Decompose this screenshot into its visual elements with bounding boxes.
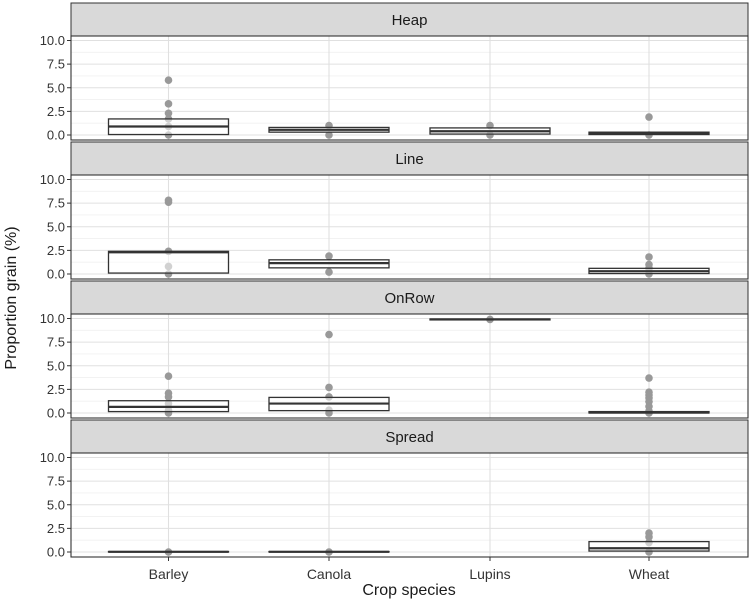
- panel-border: [70, 313, 749, 419]
- panel-border: [70, 452, 749, 558]
- facet-strip-label: Heap: [392, 12, 428, 29]
- data-point: [164, 100, 173, 108]
- box-lupins: [429, 315, 551, 324]
- y-tick-label: 5.0: [47, 219, 65, 234]
- y-tick-label: 5.0: [47, 358, 65, 373]
- x-tick-label: Lupins: [469, 566, 510, 582]
- y-tick-label: 2.5: [47, 104, 65, 119]
- data-point: [325, 131, 333, 139]
- x-tick-label: Barley: [149, 566, 189, 582]
- y-tick-label: 10.0: [40, 450, 65, 465]
- box-barley: [107, 76, 230, 139]
- y-tick-label: 0.0: [47, 545, 65, 560]
- data-point: [325, 330, 333, 339]
- y-tick-label: 2.5: [47, 521, 65, 536]
- facet-spread: Spread 0.0 2.5 5.0 7.5 10.0: [40, 419, 749, 560]
- x-tick-label: Canola: [307, 566, 352, 582]
- panel-border: [70, 174, 749, 280]
- y-tick-label: 7.5: [47, 196, 65, 211]
- box-barley: [107, 372, 230, 417]
- box-lupins: [429, 121, 551, 139]
- y-tick-label: 10.0: [40, 172, 65, 187]
- facet-strip: [70, 2, 749, 37]
- y-tick-label: 0.0: [47, 267, 65, 282]
- data-point: [645, 533, 653, 541]
- facet-panels: Heap 0.0 2.5 5.0 7.5 10.0 Line 0.0 2.5 5.0 7.5 10.0…: [40, 2, 749, 560]
- data-point: [325, 252, 333, 260]
- y-tick-label: 0.0: [47, 406, 65, 421]
- facet-strip: [70, 419, 749, 454]
- box-canola: [268, 330, 390, 417]
- box-wheat: [588, 374, 710, 417]
- facet-strip: [70, 141, 749, 176]
- y-tick-label: 7.5: [47, 335, 65, 350]
- y-tick-label: 2.5: [47, 382, 65, 397]
- data-point: [164, 198, 173, 206]
- facet-strip-label: OnRow: [384, 290, 434, 307]
- x-axis-title: Crop species: [362, 582, 455, 599]
- facet-strip: [70, 280, 749, 315]
- data-point: [164, 372, 173, 380]
- facet-heap: Heap 0.0 2.5 5.0 7.5 10.0: [40, 2, 749, 143]
- y-tick-label: 7.5: [47, 57, 65, 72]
- data-point: [645, 113, 653, 121]
- data-point: [164, 109, 173, 118]
- x-axis: Barley Canola Lupins Wheat: [149, 557, 670, 582]
- facet-onrow: OnRow 0.0 2.5 5.0 7.5 10.0: [40, 280, 749, 421]
- facet-strip-label: Line: [395, 151, 423, 168]
- data-point: [164, 76, 173, 84]
- box-canola: [268, 252, 390, 276]
- y-tick-label: 2.5: [47, 243, 65, 258]
- facet-strip-label: Spread: [385, 429, 433, 446]
- box-barley: [107, 196, 230, 278]
- data-point: [325, 268, 333, 276]
- y-axis-title: Proportion grain (%): [3, 226, 20, 369]
- box-wheat: [588, 529, 710, 556]
- y-tick-label: 7.5: [47, 474, 65, 489]
- y-tick-label: 5.0: [47, 497, 65, 512]
- y-tick-label: 10.0: [40, 33, 65, 48]
- box-canola: [268, 121, 390, 139]
- box-barley: [107, 548, 230, 556]
- x-tick-label: Wheat: [629, 566, 670, 582]
- y-tick-label: 10.0: [40, 311, 65, 326]
- data-point: [645, 374, 653, 382]
- box-canola: [268, 548, 390, 556]
- data-point: [325, 383, 333, 392]
- facet-line: Line 0.0 2.5 5.0 7.5 10.0: [40, 141, 749, 282]
- box-iqr: [107, 250, 230, 274]
- data-point: [164, 393, 173, 401]
- box-wheat: [588, 253, 710, 278]
- y-tick-label: 5.0: [47, 80, 65, 95]
- panel-border: [70, 35, 749, 141]
- data-point: [645, 253, 653, 261]
- y-tick-label: 0.0: [47, 128, 65, 143]
- box-iqr: [588, 540, 710, 552]
- box-wheat: [588, 113, 710, 139]
